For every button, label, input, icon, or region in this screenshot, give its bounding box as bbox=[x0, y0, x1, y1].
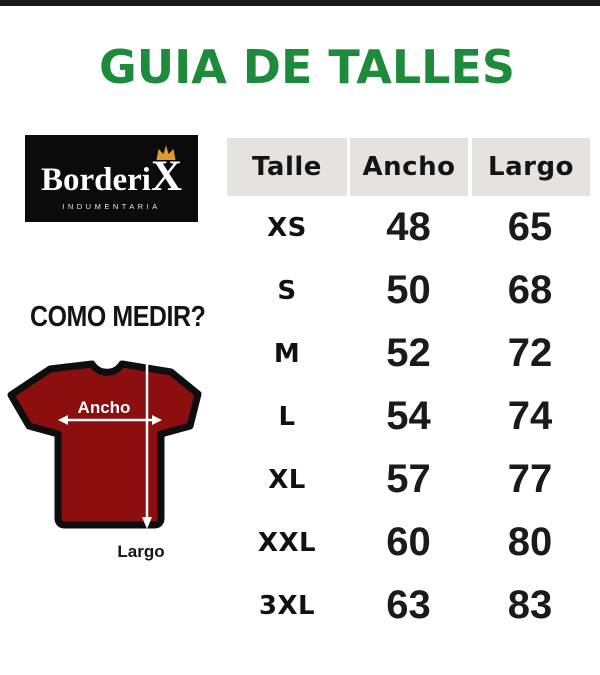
length-value: 68 bbox=[507, 268, 553, 312]
size-label: XL bbox=[268, 464, 306, 495]
width-value: 57 bbox=[386, 457, 431, 501]
brand-name: Borderi X bbox=[25, 145, 198, 200]
crown-icon bbox=[156, 145, 176, 160]
size-label: M bbox=[273, 338, 301, 369]
table-row: L 54 74 bbox=[227, 385, 590, 448]
table-row: XL 57 77 bbox=[227, 448, 590, 511]
width-value: 60 bbox=[386, 520, 431, 564]
brand-logo: Borderi X INDUMENTARIA bbox=[25, 135, 198, 222]
size-label: XS bbox=[267, 212, 307, 243]
width-measure-label: Ancho bbox=[78, 398, 131, 417]
table-row: M 52 72 bbox=[227, 322, 590, 385]
size-label: 3XL bbox=[258, 590, 316, 621]
column-header-largo: Largo bbox=[472, 138, 590, 196]
width-value: 52 bbox=[386, 331, 431, 375]
table-row: XS 48 65 bbox=[227, 196, 590, 259]
largo-arrow bbox=[142, 361, 152, 529]
length-value: 77 bbox=[507, 457, 553, 501]
brand-name-x: X bbox=[150, 145, 183, 200]
column-header-talle: Talle bbox=[227, 138, 347, 196]
tshirt-shape bbox=[7, 360, 202, 529]
tshirt-measurement-diagram: Ancho Largo bbox=[7, 360, 202, 561]
width-value: 54 bbox=[386, 394, 431, 438]
length-value: 65 bbox=[507, 205, 553, 249]
length-value: 74 bbox=[507, 394, 553, 438]
top-border-bar bbox=[0, 0, 600, 6]
size-label: L bbox=[278, 401, 296, 432]
length-value: 72 bbox=[507, 331, 553, 375]
length-value: 80 bbox=[507, 520, 553, 564]
brand-x-letter: X bbox=[150, 153, 183, 200]
brand-subtitle: INDUMENTARIA bbox=[62, 202, 161, 211]
width-value: 50 bbox=[386, 268, 431, 312]
brand-name-main: Borderi bbox=[40, 162, 151, 198]
length-value: 83 bbox=[507, 583, 553, 627]
size-table-body: XS 48 65 S 50 68 M 52 72 L 54 74 XL 57 7… bbox=[227, 196, 590, 637]
how-to-measure-heading: COMO MEDIR? bbox=[30, 301, 206, 333]
table-row: 3XL 63 83 bbox=[227, 574, 590, 637]
size-label: S bbox=[277, 275, 297, 306]
width-value: 63 bbox=[386, 583, 431, 627]
page-title: GUIA DE TALLES bbox=[98, 40, 516, 94]
table-row: XXL 60 80 bbox=[227, 511, 590, 574]
column-header-ancho: Ancho bbox=[350, 138, 468, 196]
ancho-arrow bbox=[58, 415, 162, 425]
width-value: 48 bbox=[386, 205, 431, 249]
length-measure-label: Largo bbox=[117, 542, 164, 561]
table-row: S 50 68 bbox=[227, 259, 590, 322]
size-label: XXL bbox=[257, 527, 317, 558]
